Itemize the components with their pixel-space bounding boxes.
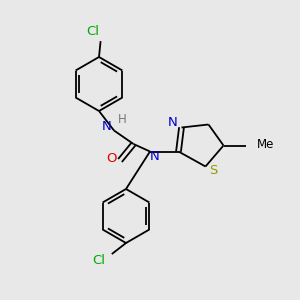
Text: N: N [150,150,159,164]
Text: Cl: Cl [86,25,100,38]
Text: N: N [102,119,111,133]
Text: N: N [168,116,177,130]
Text: H: H [118,112,127,126]
Text: S: S [209,164,217,178]
Text: Cl: Cl [92,254,106,268]
Text: O: O [106,152,117,165]
Text: Me: Me [256,137,274,151]
